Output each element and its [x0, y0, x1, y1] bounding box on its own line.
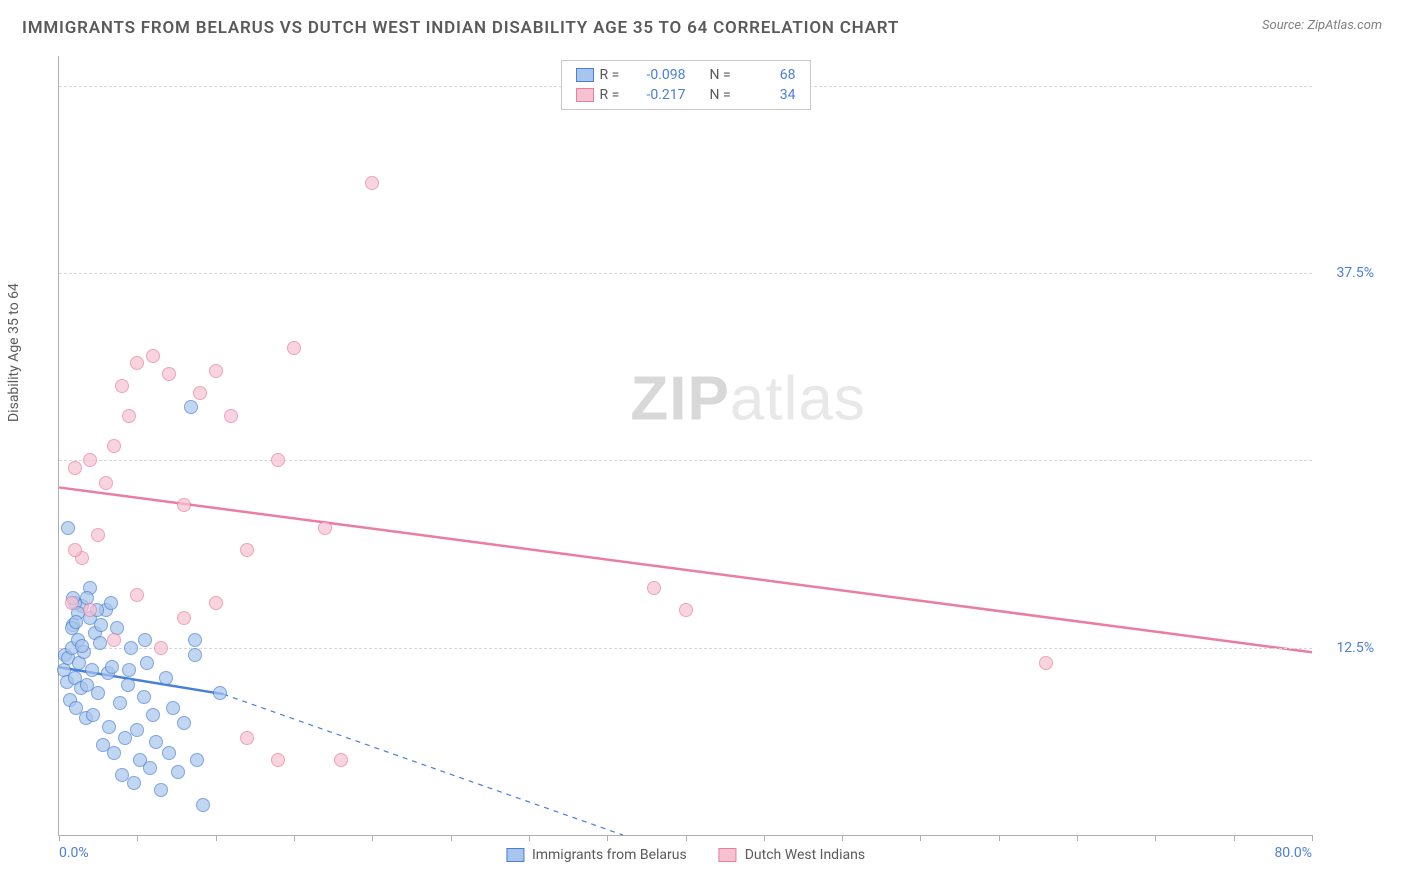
- x-tick: [1155, 835, 1156, 841]
- series-legend: Immigrants from Belarus Dutch West India…: [506, 847, 865, 863]
- x-tick: [842, 835, 843, 841]
- x-tick-label: 0.0%: [59, 845, 89, 861]
- data-point: [184, 400, 198, 414]
- gridline: [59, 273, 1312, 274]
- plot-area: ZIPatlas R = -0.098 N = 68 R = -0.217 N …: [58, 56, 1312, 836]
- x-tick: [451, 835, 452, 841]
- data-point: [65, 596, 79, 610]
- data-point: [177, 611, 191, 625]
- data-point: [166, 701, 180, 715]
- data-point: [107, 746, 121, 760]
- data-point: [162, 746, 176, 760]
- data-point: [177, 716, 191, 730]
- legend-row-belarus: R = -0.098 N = 68: [576, 65, 796, 85]
- data-point: [99, 476, 113, 490]
- data-point: [107, 439, 121, 453]
- x-tick: [686, 835, 687, 841]
- trend-lines: [59, 56, 1312, 835]
- data-point: [154, 783, 168, 797]
- chart-container: Disability Age 35 to 64 ZIPatlas R = -0.…: [22, 56, 1382, 872]
- gridline: [59, 460, 1312, 461]
- data-point: [190, 753, 204, 767]
- data-point: [122, 409, 136, 423]
- chart-title: IMMIGRANTS FROM BELARUS VS DUTCH WEST IN…: [22, 18, 899, 38]
- data-point: [68, 461, 82, 475]
- x-tick: [607, 835, 608, 841]
- data-point: [679, 603, 693, 617]
- x-tick: [137, 835, 138, 841]
- data-point: [240, 731, 254, 745]
- data-point: [162, 367, 176, 381]
- x-tick: [294, 835, 295, 841]
- correlation-legend: R = -0.098 N = 68 R = -0.217 N = 34: [561, 60, 811, 110]
- swatch-belarus-icon: [506, 848, 524, 862]
- data-point: [171, 765, 185, 779]
- data-point: [85, 663, 99, 677]
- x-tick: [529, 835, 530, 841]
- data-point: [146, 708, 160, 722]
- data-point: [140, 656, 154, 670]
- data-point: [127, 776, 141, 790]
- x-tick: [1312, 835, 1313, 841]
- data-point: [209, 364, 223, 378]
- x-tick: [764, 835, 765, 841]
- data-point: [115, 379, 129, 393]
- data-point: [209, 596, 223, 610]
- legend-item-belarus: Immigrants from Belarus: [506, 847, 687, 863]
- y-axis-label: Disability Age 35 to 64: [6, 283, 22, 422]
- gridline: [59, 648, 1312, 649]
- legend-row-dutch: R = -0.217 N = 34: [576, 85, 796, 105]
- data-point: [213, 686, 227, 700]
- x-tick: [59, 835, 60, 841]
- data-point: [143, 761, 157, 775]
- swatch-belarus: [576, 68, 594, 82]
- x-tick: [1234, 835, 1235, 841]
- data-point: [121, 678, 135, 692]
- x-tick: [920, 835, 921, 841]
- data-point: [107, 633, 121, 647]
- data-point: [91, 686, 105, 700]
- data-point: [68, 543, 82, 557]
- x-tick: [372, 835, 373, 841]
- data-point: [137, 690, 151, 704]
- x-tick: [999, 835, 1000, 841]
- legend-item-dutch: Dutch West Indians: [719, 847, 865, 863]
- data-point: [154, 641, 168, 655]
- y-tick-label: 37.5%: [1336, 265, 1374, 281]
- data-point: [93, 636, 107, 650]
- source-attribution: Source: ZipAtlas.com: [1262, 18, 1382, 33]
- data-point: [104, 596, 118, 610]
- data-point: [146, 349, 160, 363]
- y-tick-label: 12.5%: [1336, 640, 1374, 656]
- data-point: [193, 386, 207, 400]
- data-point: [124, 641, 138, 655]
- x-tick-label: 80.0%: [1274, 845, 1312, 861]
- swatch-dutch: [576, 88, 594, 102]
- data-point: [224, 409, 238, 423]
- swatch-dutch-icon: [719, 848, 737, 862]
- data-point: [1039, 656, 1053, 670]
- data-point: [159, 671, 173, 685]
- data-point: [287, 341, 301, 355]
- x-tick: [1077, 835, 1078, 841]
- data-point: [334, 753, 348, 767]
- data-point: [647, 581, 661, 595]
- x-tick: [216, 835, 217, 841]
